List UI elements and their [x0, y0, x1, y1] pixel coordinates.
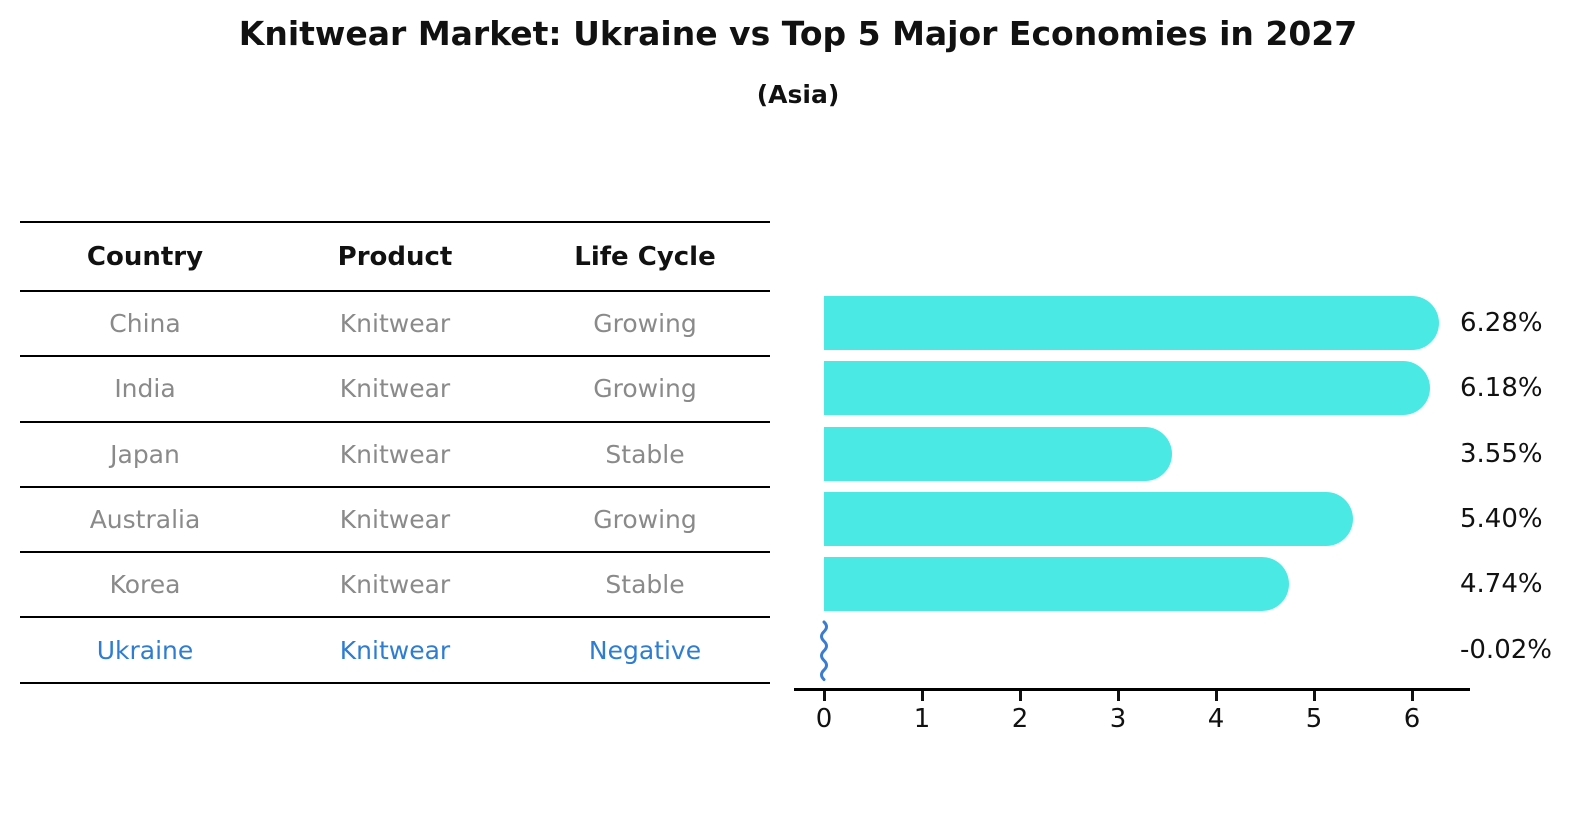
table-row: Korea Knitwear Stable: [20, 553, 770, 619]
table-row: India Knitwear Growing: [20, 357, 770, 423]
table-cell-country: Australia: [89, 505, 201, 535]
table-cell-life_cycle: Growing: [593, 309, 697, 339]
x-axis-tick-label: 2: [1011, 704, 1029, 734]
table-cell-product: Knitwear: [339, 309, 451, 339]
bar-japan: [824, 426, 1172, 481]
table-cell-life_cycle: Negative: [588, 635, 702, 665]
table-cell-life_cycle: Growing: [593, 374, 697, 404]
x-axis-tick-label: 3: [1109, 704, 1127, 734]
bar-value-label: 3.55%: [1460, 438, 1543, 469]
x-axis-tick-label: 5: [1305, 704, 1323, 734]
table-cell-country: India: [114, 374, 176, 404]
table-body: China Knitwear Growing India Knitwear Growing…: [20, 292, 770, 684]
table-row: China Knitwear Growing: [20, 292, 770, 358]
bar-value-label: -0.02%: [1460, 634, 1552, 665]
x-axis-tick-label: 6: [1403, 704, 1421, 734]
table-cell-country: China: [109, 309, 181, 339]
table-row: Japan Knitwear Stable: [20, 423, 770, 488]
bar-india: [824, 361, 1430, 416]
x-axis-tick: [1312, 691, 1316, 701]
x-axis-tick-label: 1: [913, 704, 931, 734]
table-cell-product: Knitwear: [339, 505, 451, 535]
x-axis-line: [794, 688, 1470, 691]
bar-value-label: 4.74%: [1460, 569, 1543, 600]
table-cell-life_cycle: Growing: [593, 505, 697, 535]
x-axis-tick: [920, 691, 924, 701]
x-axis-tick: [1116, 691, 1120, 701]
x-axis-tick-label: 0: [815, 704, 833, 734]
chart-subtitle: (Asia): [756, 80, 840, 109]
table-cell-product: Knitwear: [339, 439, 451, 469]
x-axis-tick: [822, 691, 826, 701]
bar-value-label: 6.28%: [1460, 308, 1543, 338]
table-cell-country: Japan: [110, 439, 180, 469]
x-axis-tick: [1214, 691, 1218, 701]
table-row: Ukraine Knitwear Negative: [20, 618, 770, 684]
table-cell-life_cycle: Stable: [605, 439, 685, 469]
table-cell-life_cycle: Stable: [605, 570, 685, 600]
table-cell-product: Knitwear: [339, 570, 451, 600]
bar-korea: [824, 557, 1289, 612]
negative-squiggle-marker: [817, 619, 831, 687]
bar-value-label: 5.40%: [1460, 503, 1543, 534]
table-cell-country: Korea: [109, 570, 181, 600]
bar-value-label: 6.18%: [1460, 373, 1543, 404]
x-axis-tick: [1410, 691, 1414, 701]
x-axis-tick-label: 4: [1207, 704, 1225, 734]
x-axis-tick: [1018, 691, 1022, 701]
table-cell-product: Knitwear: [339, 635, 451, 665]
country-table: Country Product Life Cycle China Knitwear Gr…: [20, 221, 770, 684]
table-header-cell: Product: [337, 241, 453, 272]
bar-china: [824, 296, 1440, 350]
table-cell-product: Knitwear: [339, 374, 451, 404]
table-header-row: Country Product Life Cycle: [20, 221, 770, 292]
table-header-cell: Life Cycle: [574, 241, 716, 272]
chart-title: Knitwear Market: Ukraine vs Top 5 Major …: [238, 14, 1358, 53]
table-header-cell: Country: [86, 241, 204, 272]
table-row: Australia Knitwear Growing: [20, 488, 770, 554]
bar-australia: [824, 491, 1354, 546]
table-cell-country: Ukraine: [96, 635, 194, 665]
